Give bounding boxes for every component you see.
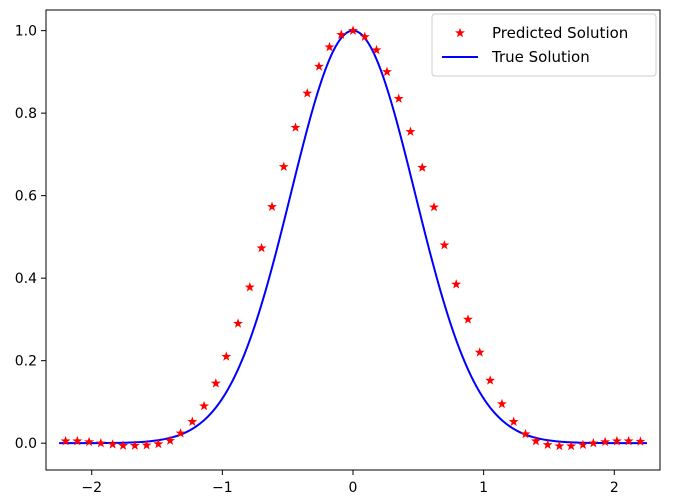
legend-label-predicted: Predicted Solution [492,24,628,42]
predicted-point [290,122,301,132]
predicted-point [451,279,462,289]
predicted-point [611,435,622,446]
legend-star-icon [455,27,465,38]
predicted-point [588,437,599,448]
predicted-point [244,282,255,292]
predicted-point [508,416,519,426]
predicted-point [165,435,176,445]
y-tick-label: 0.6 [15,189,37,205]
legend: Predicted Solution True Solution [431,13,657,77]
predicted-point [336,29,347,39]
predicted-point [314,61,324,71]
x-axis: −2 −1 0 1 2 [81,470,619,496]
predicted-point [129,440,140,450]
predicted-point [175,428,186,438]
y-tick-label: 0.4 [15,271,37,287]
predicted-point [554,440,565,451]
legend-label-true: True Solution [491,48,590,66]
predicted-point [474,347,485,357]
predicted-point [199,400,210,411]
predicted-point [417,162,428,172]
legend-predicted-marker [455,27,465,38]
predicted-point [382,66,392,77]
predicted-point [107,439,118,449]
predicted-point [348,25,358,35]
legend-box [431,13,657,77]
predicted-point [405,126,416,136]
x-tick-label: −1 [212,480,233,496]
predicted-point [302,88,313,98]
predicted-point [210,378,221,388]
y-tick-label: 0.8 [15,106,37,122]
predicted-point [141,440,152,450]
predicted-point [60,435,71,446]
predicted-point [324,41,335,52]
predicted-point [84,436,95,447]
predicted-point [267,201,277,211]
predicted-point [429,202,439,212]
predicted-point [439,239,450,250]
y-axis: 0.0 0.2 0.4 0.6 0.8 1.0 [15,24,46,452]
predicted-point [233,318,243,328]
predicted-point [635,436,646,446]
predicted-point [393,93,404,103]
x-tick-label: 0 [349,480,358,496]
predicted-point [153,438,164,449]
predicted-point [95,437,106,448]
predicted-solution-markers [60,25,646,451]
predicted-point [72,435,83,446]
predicted-point [256,242,267,253]
predicted-point [118,440,129,450]
plot-area [59,25,647,451]
x-tick-label: 2 [610,480,619,496]
predicted-point [359,31,370,42]
predicted-point [221,351,232,361]
x-tick-label: 1 [479,480,488,496]
y-tick-label: 0.2 [15,354,37,370]
x-tick-label: −2 [81,480,102,496]
predicted-point [496,398,507,409]
predicted-point [566,440,577,451]
predicted-point [463,314,473,324]
predicted-point [371,44,382,55]
predicted-point [278,161,289,171]
predicted-point [623,435,634,446]
predicted-point [542,439,553,450]
predicted-point [485,375,496,385]
predicted-point [520,428,531,439]
y-tick-label: 0.0 [15,436,37,452]
predicted-point [577,439,588,450]
predicted-point [600,436,611,447]
predicted-point [530,435,541,446]
predicted-point [187,416,198,426]
y-tick-label: 1.0 [15,24,37,40]
